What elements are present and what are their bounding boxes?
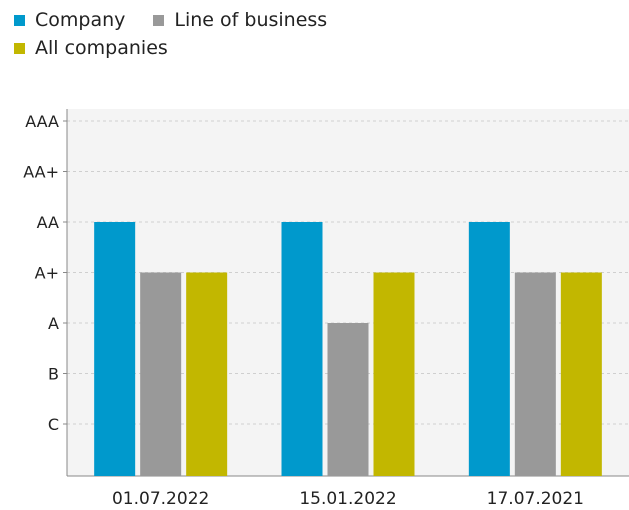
legend-swatch-all-companies bbox=[14, 42, 25, 54]
legend-label-all-companies: All companies bbox=[35, 37, 168, 59]
legend-swatch-line-of-business bbox=[153, 14, 165, 26]
y-tick-label: A+ bbox=[35, 264, 59, 283]
legend-row-2: All companies bbox=[14, 34, 355, 62]
bar-all-companies-1 bbox=[186, 272, 228, 476]
bar-all-companies-2 bbox=[373, 272, 415, 476]
bar-all-companies-3 bbox=[560, 272, 602, 476]
y-tick-label: AA+ bbox=[23, 163, 59, 182]
legend-label-line-of-business: Line of business bbox=[174, 9, 328, 31]
legend: Company Line of business All companies bbox=[14, 6, 355, 62]
legend-swatch-company bbox=[14, 14, 25, 26]
y-tick-label: B bbox=[48, 365, 59, 384]
legend-item-all-companies[interactable]: All companies bbox=[14, 37, 168, 59]
legend-label-company: Company bbox=[35, 9, 126, 31]
y-tick-label: A bbox=[48, 314, 59, 333]
x-tick-label: 01.07.2022 bbox=[112, 489, 209, 509]
x-tick-label: 15.01.2022 bbox=[299, 489, 396, 509]
y-tick-label: AAA bbox=[25, 112, 59, 131]
bar-company-2 bbox=[281, 222, 323, 476]
bar-line-of-business-1 bbox=[140, 272, 182, 476]
legend-row-1: Company Line of business bbox=[14, 6, 355, 34]
bar-line-of-business-3 bbox=[514, 272, 556, 476]
legend-item-company[interactable]: Company bbox=[14, 9, 125, 31]
bar-company-3 bbox=[468, 222, 510, 476]
x-tick-label: 17.07.2021 bbox=[487, 489, 584, 509]
legend-item-line-of-business[interactable]: Line of business bbox=[153, 9, 327, 31]
y-tick-label: C bbox=[48, 415, 59, 434]
bar-line-of-business-2 bbox=[327, 323, 369, 476]
y-tick-label: AA bbox=[37, 213, 59, 232]
bar-company-1 bbox=[94, 222, 136, 476]
